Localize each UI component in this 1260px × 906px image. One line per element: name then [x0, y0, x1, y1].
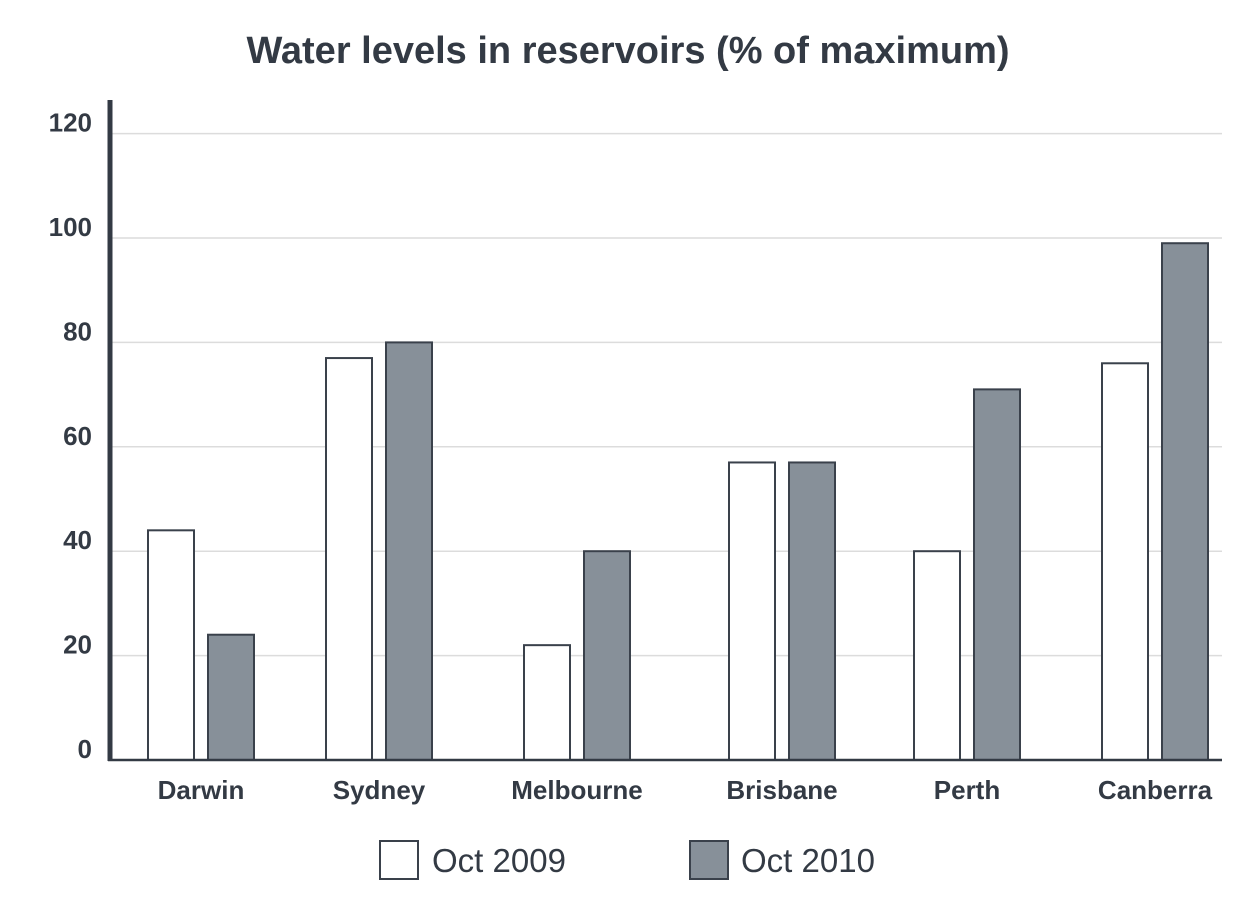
x-category-label: Sydney: [333, 775, 426, 805]
bar: [385, 341, 433, 761]
x-category-label: Melbourne: [511, 775, 642, 805]
x-category-label: Canberra: [1098, 775, 1213, 805]
bar: [207, 633, 255, 761]
bar: [147, 529, 195, 761]
bar: [583, 550, 631, 762]
bar: [1101, 362, 1149, 761]
x-category-labels: Darwin Sydney Melbourne Brisbane Perth Canber…: [158, 775, 1213, 805]
legend-label: Oct 2010: [741, 842, 875, 879]
y-tick-label: 0: [78, 734, 92, 764]
y-tick-labels: 0 20 40 60 80 100 120: [49, 108, 92, 764]
legend: Oct 2009 Oct 2010: [379, 840, 875, 880]
bar: [523, 644, 571, 761]
y-tick-label: 60: [63, 421, 92, 451]
bar: [728, 461, 776, 761]
axes: [107, 100, 1222, 762]
y-tick-label: 80: [63, 316, 92, 346]
legend-swatch: [689, 840, 729, 880]
chart-title: Water levels in reservoirs (% of maximum…: [246, 30, 1009, 72]
y-tick-label: 20: [63, 630, 92, 660]
bar: [325, 357, 373, 761]
x-category-label: Brisbane: [726, 775, 837, 805]
y-tick-label: 120: [49, 108, 92, 138]
bars: [147, 242, 1209, 762]
x-category-label: Perth: [934, 775, 1000, 805]
y-tick-label: 100: [49, 212, 92, 242]
bar: [1161, 242, 1209, 762]
x-category-label: Darwin: [158, 775, 245, 805]
bar: [788, 461, 836, 761]
bar: [973, 388, 1021, 761]
y-tick-label: 40: [63, 525, 92, 555]
grid-lines: [110, 132, 1222, 657]
bar: [913, 550, 961, 762]
legend-label: Oct 2009: [432, 842, 566, 879]
legend-swatch: [379, 840, 419, 880]
